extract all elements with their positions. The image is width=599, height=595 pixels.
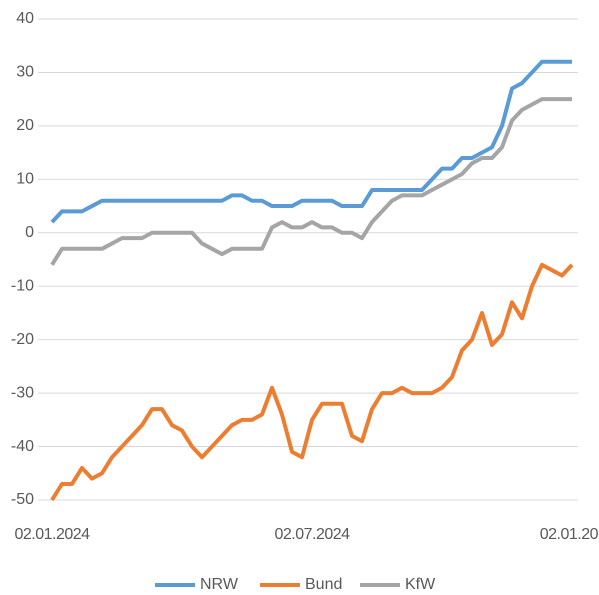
y-tick-label: -50	[11, 491, 34, 508]
y-tick-label: -30	[11, 384, 34, 401]
y-tick-label: 40	[16, 10, 34, 27]
series-line	[50, 262, 574, 502]
legend-label: Bund	[305, 576, 342, 593]
y-tick-label: 0	[25, 224, 34, 241]
x-tick-label: 02.01.2024	[14, 526, 90, 543]
x-tick-label: 02.07.2024	[274, 526, 350, 543]
legend-label: KfW	[405, 576, 436, 593]
y-tick-label: -40	[11, 438, 34, 455]
y-tick-label: 10	[16, 171, 34, 188]
legend-label: NRW	[200, 576, 239, 593]
y-tick-label: -20	[11, 331, 34, 348]
y-tick-label: 30	[16, 64, 34, 81]
y-tick-label: -10	[11, 277, 34, 294]
series-line	[50, 59, 572, 224]
series-line	[50, 97, 572, 266]
y-tick-label: 20	[16, 117, 34, 134]
x-tick-label: 02.01.20	[540, 526, 599, 543]
